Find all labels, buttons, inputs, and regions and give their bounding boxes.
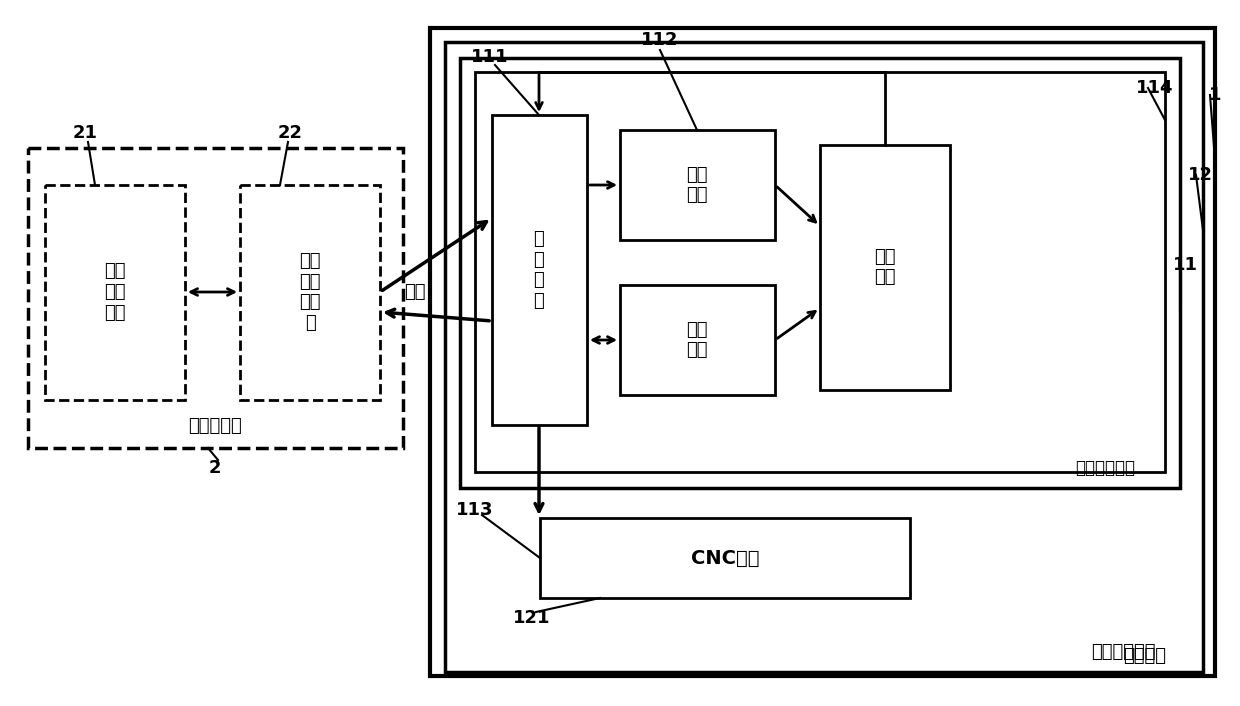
Text: 客户
端网
络接
口: 客户 端网 络接 口 <box>299 252 321 333</box>
Bar <box>445 42 1203 672</box>
Text: 编码
模块: 编码 模块 <box>686 321 708 359</box>
Text: 12: 12 <box>1188 166 1213 184</box>
Bar <box>492 115 587 425</box>
Text: 114: 114 <box>1136 79 1174 97</box>
Bar <box>820 145 950 390</box>
Bar <box>460 58 1180 488</box>
Bar <box>475 72 1166 472</box>
Bar <box>45 185 185 400</box>
Text: 113: 113 <box>456 501 494 519</box>
Text: 网线: 网线 <box>404 283 425 301</box>
Text: 通
信
模
块: 通 信 模 块 <box>533 229 544 310</box>
Text: 远程监控模块: 远程监控模块 <box>1075 459 1135 477</box>
Bar <box>539 518 910 598</box>
Text: 21: 21 <box>72 124 98 142</box>
Bar <box>29 148 403 448</box>
Text: 11: 11 <box>1173 256 1198 274</box>
Text: 121: 121 <box>513 609 551 627</box>
Bar <box>430 28 1215 676</box>
Text: CNC内核: CNC内核 <box>691 549 759 568</box>
Text: 2: 2 <box>208 459 221 477</box>
Text: 1: 1 <box>1209 86 1221 104</box>
Text: 数控系统本体: 数控系统本体 <box>1091 643 1156 661</box>
Text: 112: 112 <box>641 31 678 49</box>
Text: 22: 22 <box>278 124 303 142</box>
Text: 解码
模块: 解码 模块 <box>686 166 708 205</box>
Text: 数控系统: 数控系统 <box>1123 647 1167 665</box>
Text: 客户
端服
务器: 客户 端服 务器 <box>104 262 125 322</box>
Bar <box>620 285 775 395</box>
Text: 工业计算机: 工业计算机 <box>188 417 242 435</box>
Text: 缓存
模块: 缓存 模块 <box>874 248 895 287</box>
Bar <box>241 185 379 400</box>
Bar <box>620 130 775 240</box>
Text: 111: 111 <box>471 48 508 66</box>
